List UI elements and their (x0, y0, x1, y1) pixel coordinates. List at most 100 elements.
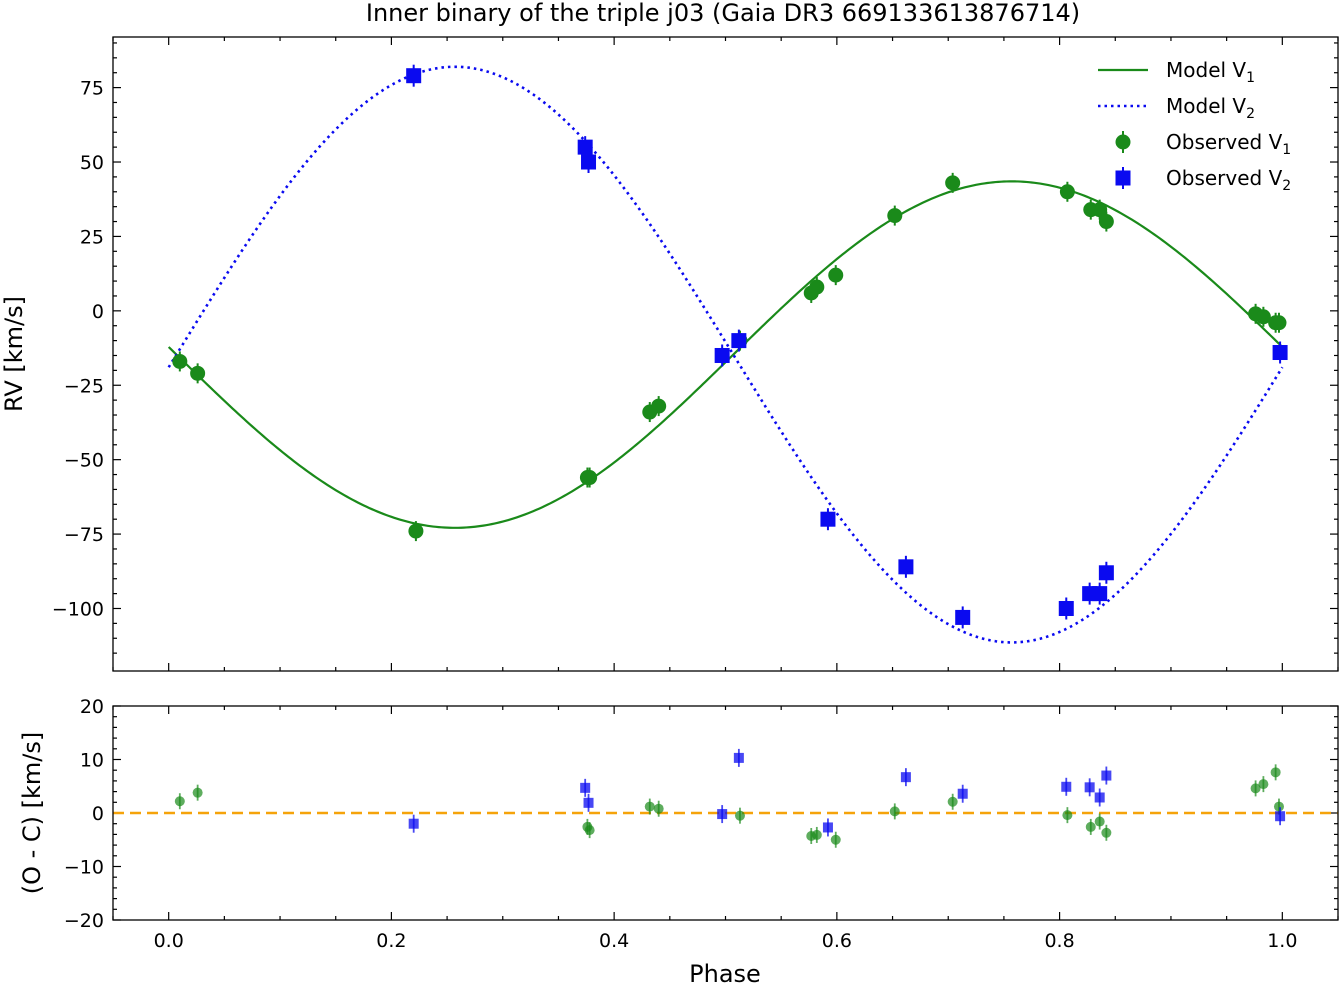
legend-entry-subscript: 2 (1282, 178, 1291, 194)
residual-v1-point (1258, 779, 1269, 790)
residual-v1-point (1250, 783, 1261, 794)
observed-v1-point (828, 267, 844, 283)
legend-entry-label: Observed V1 (1166, 130, 1291, 158)
residual-v1-point (947, 796, 958, 807)
residual-v2-point (1101, 770, 1112, 781)
residual-v2-point (822, 822, 833, 833)
observed-v2-point (898, 559, 914, 575)
observed-v2-point (1098, 565, 1114, 581)
legend-swatch-square (1115, 170, 1131, 186)
residual-v2-point (1094, 792, 1105, 803)
observed-v1-point (887, 208, 903, 224)
legend-swatch-circle (1115, 134, 1131, 150)
legend-entry-label: Model V2 (1166, 94, 1255, 122)
observed-v1-point (1098, 214, 1114, 230)
observed-v2-point (406, 68, 422, 84)
residual-v1-point (1094, 816, 1105, 827)
rv-y-tick-label: 25 (80, 226, 104, 248)
residual-v1-point (644, 801, 655, 812)
observed-v2-point (577, 139, 593, 155)
x-tick-label: 1.0 (1267, 930, 1297, 952)
legend-entry-text: Model V (1166, 58, 1246, 82)
residual-v2-point (733, 752, 744, 763)
x-axis-label: Phase (689, 960, 761, 985)
observed-v2-point (955, 609, 971, 625)
observed-v2-point (714, 347, 730, 363)
rv-panel-frame (112, 36, 1339, 672)
legend-entry-text: Observed V (1166, 166, 1283, 190)
residual-points (174, 748, 1286, 848)
x-tick-label: 0.8 (1044, 930, 1074, 952)
observed-v2-point (731, 333, 747, 349)
residual-v1-point (811, 829, 822, 840)
observed-v1-point (190, 365, 206, 381)
x-tick-label: 0.0 (154, 930, 184, 952)
residual-y-axis-label: (O - C) [km/s] (18, 732, 46, 895)
legend-entry-subscript: 2 (1246, 106, 1255, 122)
rv-y-axis-label: RV [km/s] (0, 296, 28, 412)
observed-v1-point (172, 353, 188, 369)
x-tick-label: 0.6 (822, 930, 852, 952)
legend-entry-text: Observed V (1166, 130, 1283, 154)
residual-v1-point (584, 825, 595, 836)
rv-y-tick-label: −25 (64, 375, 104, 397)
rv-y-tick-label: −50 (64, 450, 104, 472)
residual-v2-point (583, 797, 594, 808)
residual-v2-point (1061, 781, 1072, 792)
residual-y-tick-label: −20 (64, 910, 104, 932)
residual-panel-frame (112, 705, 1339, 921)
observed-v2-point (1272, 345, 1288, 361)
rv-y-tick-label: 75 (80, 78, 104, 100)
observed-v1-point (582, 470, 598, 486)
rv-observed-points (172, 64, 1288, 629)
observed-v1-point (945, 175, 961, 191)
rv-y-tick-label: 0 (92, 301, 104, 323)
observed-v2-point (581, 154, 597, 170)
legend-entry-subscript: 1 (1282, 142, 1291, 158)
residual-v1-point (1101, 827, 1112, 838)
residual-v1-point (889, 806, 900, 817)
observed-v2-point (1058, 600, 1074, 616)
residual-v1-point (174, 796, 185, 807)
x-tick-label: 0.2 (376, 930, 406, 952)
observed-v1-point (408, 523, 424, 539)
residual-v1-point (653, 803, 664, 814)
residual-panel-ticks: 20 10 0 −10 −20 0.0 0.2 0.4 0.6 0.8 1.0 (64, 696, 1339, 952)
observed-v1-point (651, 398, 667, 414)
rv-y-tick-label: 50 (80, 152, 104, 174)
residual-y-tick-label: 0 (92, 803, 104, 825)
observed-v2-point (1092, 586, 1108, 602)
x-tick-label: 0.4 (599, 930, 629, 952)
chart-title: Inner binary of the triple j03 (Gaia DR3… (366, 0, 1080, 27)
observed-v1-point (1092, 202, 1108, 218)
residual-v2-point (1084, 782, 1095, 793)
residual-v1-point (830, 834, 841, 845)
residual-v2-point (408, 818, 419, 829)
legend-entry-text: Model V (1166, 94, 1246, 118)
residual-v1-point (1270, 767, 1281, 778)
observed-v1-point (1059, 184, 1075, 200)
residual-y-tick-label: 10 (80, 750, 104, 772)
residual-v1-point (734, 810, 745, 821)
legend-entry-label: Model V1 (1166, 58, 1255, 86)
residual-y-tick-label: −10 (64, 857, 104, 879)
residual-v1-point (192, 787, 203, 798)
residual-v2-point (900, 772, 911, 783)
observed-v2-point (820, 511, 836, 527)
residual-v1-point (1273, 801, 1284, 812)
residual-v1-point (1062, 810, 1073, 821)
residual-v2-point (717, 809, 728, 820)
observed-v1-point (1255, 309, 1271, 325)
observed-v1-point (809, 279, 825, 295)
residual-v2-point (580, 782, 591, 793)
rv-y-tick-label: −100 (52, 598, 104, 620)
residual-v2-point (1275, 811, 1286, 822)
rv-y-tick-label: −75 (64, 524, 104, 546)
observed-v1-point (1271, 315, 1287, 331)
legend-entry-subscript: 1 (1246, 70, 1255, 86)
legend-entry-label: Observed V2 (1166, 166, 1291, 194)
residual-y-tick-label: 20 (80, 696, 104, 718)
